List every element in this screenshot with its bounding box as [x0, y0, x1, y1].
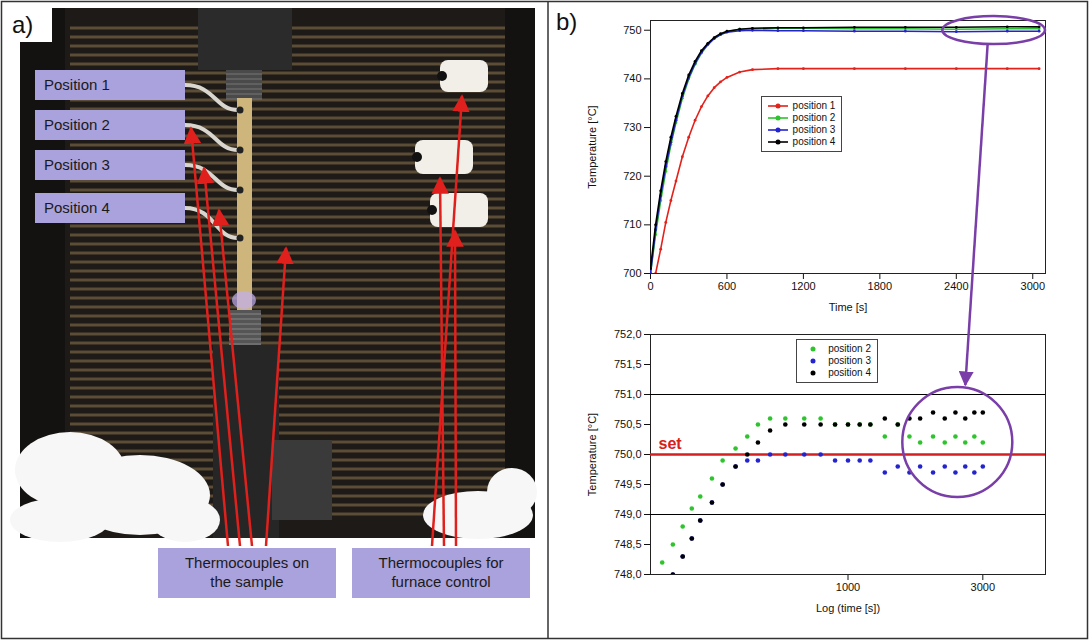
svg-text:751,0: 751,0: [614, 388, 642, 400]
svg-text:Temperature [°C]: Temperature [°C]: [586, 413, 598, 496]
svg-text:Thermocouples forfurnace contr: Thermocouples forfurnace control: [378, 554, 503, 590]
svg-text:Position 2: Position 2: [44, 116, 110, 133]
svg-text:1200: 1200: [791, 280, 815, 292]
svg-text:750: 750: [623, 24, 641, 36]
svg-text:752,0: 752,0: [614, 328, 642, 340]
svg-text:710: 710: [623, 218, 641, 230]
svg-text:a): a): [12, 11, 33, 38]
svg-text:Time [s]: Time [s]: [829, 301, 868, 313]
svg-text:1800: 1800: [868, 280, 892, 292]
svg-text:740: 740: [623, 72, 641, 84]
svg-text:720: 720: [623, 170, 641, 182]
svg-text:set: set: [659, 435, 683, 452]
html-text:position 2: position 2: [792, 112, 836, 124]
svg-text:Position 3: Position 3: [44, 156, 110, 173]
svg-text:3000: 3000: [971, 581, 995, 593]
svg-text:700: 700: [623, 267, 641, 279]
svg-text:Position 4: Position 4: [44, 199, 110, 216]
html-text:position 3: position 3: [828, 355, 871, 367]
svg-text:2400: 2400: [944, 280, 968, 292]
html-text:position 4: position 4: [792, 136, 836, 148]
svg-text:1000: 1000: [836, 581, 860, 593]
svg-text:749,5: 749,5: [614, 478, 642, 490]
svg-text:0: 0: [647, 280, 653, 292]
svg-text:Log (time [s]): Log (time [s]): [816, 602, 880, 614]
svg-text:Temperature [°C]: Temperature [°C]: [586, 105, 598, 188]
svg-text:600: 600: [718, 280, 736, 292]
svg-text:750,5: 750,5: [614, 418, 642, 430]
svg-text:749,0: 749,0: [614, 508, 642, 520]
svg-text:Position 1: Position 1: [44, 76, 110, 93]
html-text:position 1: position 1: [792, 100, 836, 112]
svg-text:730: 730: [623, 121, 641, 133]
html-text:position 4: position 4: [828, 367, 871, 379]
svg-text:Thermocouples onthe sample: Thermocouples onthe sample: [185, 554, 309, 590]
svg-text:751,5: 751,5: [614, 358, 642, 370]
svg-text:3000: 3000: [1021, 280, 1045, 292]
svg-text:750,0: 750,0: [614, 448, 642, 460]
svg-text:748,5: 748,5: [614, 538, 642, 550]
svg-text:748,0: 748,0: [614, 568, 642, 580]
html-text:position 3: position 3: [792, 124, 836, 136]
html-text:position 2: position 2: [828, 343, 871, 355]
svg-text:b): b): [556, 8, 577, 35]
